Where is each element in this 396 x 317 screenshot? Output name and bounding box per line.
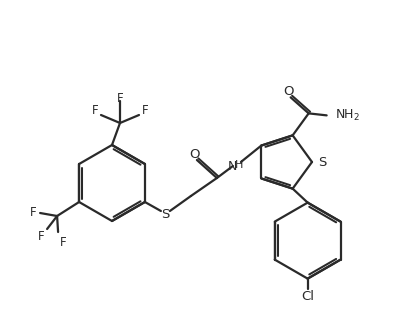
Text: S: S	[161, 208, 169, 221]
Text: F: F	[142, 105, 148, 118]
Text: F: F	[38, 230, 44, 243]
Text: F: F	[60, 236, 67, 249]
Text: S: S	[318, 157, 326, 170]
Text: F: F	[117, 93, 123, 106]
Text: O: O	[284, 85, 294, 98]
Text: O: O	[190, 147, 200, 160]
Text: NH$_2$: NH$_2$	[335, 108, 360, 123]
Text: F: F	[92, 105, 98, 118]
Text: N: N	[228, 160, 237, 173]
Text: H: H	[235, 160, 243, 170]
Text: F: F	[30, 205, 36, 218]
Text: Cl: Cl	[301, 290, 314, 303]
